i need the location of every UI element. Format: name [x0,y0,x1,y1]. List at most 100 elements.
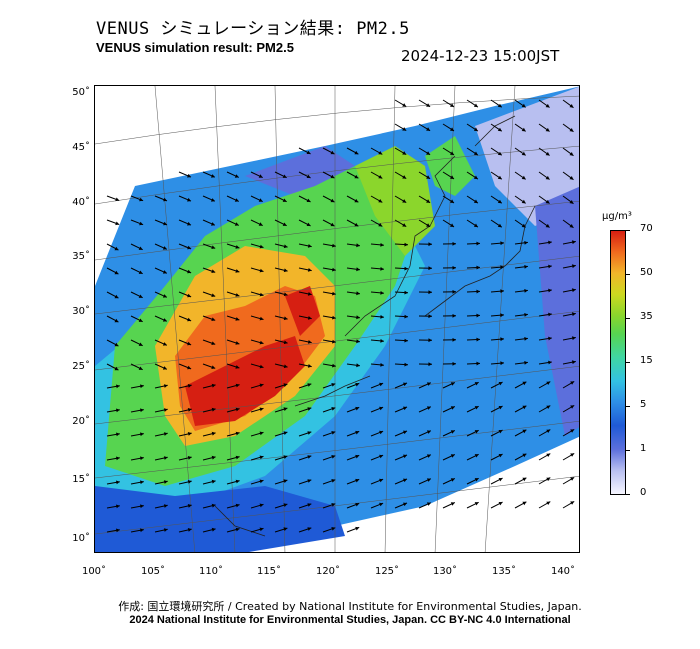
wind-arrow-head [211,269,216,273]
wind-arrow-head [307,364,312,368]
wind-arrow-head [452,362,456,366]
lat-label-40: 40˚ [72,197,90,208]
wind-arrow-head [162,270,167,274]
wind-arrow-head [521,151,526,156]
wind-arrow-head [332,291,336,296]
wind-arrow-head [545,223,550,228]
wind-arrow-head [452,242,456,246]
wind-arrow-head [569,176,574,180]
wind-arrow-head [426,502,431,506]
forecast-timestamp: 2024-12-23 15:00JST [401,47,560,65]
wind-arrow-head [235,527,240,532]
wind-arrow-head [114,318,119,323]
wind-arrow-head [380,267,384,271]
lon-label-120: 120˚ [315,566,341,577]
wind-arrow-head [282,174,287,178]
wind-arrow-head [187,341,192,346]
wind-arrow-head [307,455,312,459]
colorbar-label-50: 50 [640,267,653,278]
wind-arrow-head [378,199,383,203]
wind-arrow-head [428,314,432,319]
wind-arrow-head [571,336,576,341]
wind-arrow-head [258,222,263,226]
wind-arrow-head [116,408,120,413]
wind-arrow-head [259,364,264,369]
wind-arrow-head [380,291,384,295]
wind-arrow-head [498,406,503,410]
lon-label-130: 130˚ [432,566,458,577]
wind-arrow-head [258,198,263,202]
wind-arrow-head [114,342,119,347]
wind-arrow-head [163,197,167,202]
lat-label-10: 10˚ [72,533,90,544]
wind-arrow-head [548,264,552,269]
wind-arrow-head [380,315,384,319]
wind-arrow-head [403,454,407,459]
wind-arrow-head [403,430,407,435]
wind-arrow-head [187,317,192,322]
colorbar-label-35: 35 [640,311,653,322]
wind-arrow-head [500,313,504,318]
wind-arrow-head [498,454,503,458]
wind-arrow-head [524,313,528,317]
wind-arrow-head [500,361,504,366]
wind-arrow-head [452,290,456,294]
wind-arrow-head [187,384,192,388]
wind-arrow-head [163,528,168,532]
wind-arrow-head [307,479,312,483]
wind-arrow-head [571,288,576,293]
wind-arrow-head [402,103,407,107]
wind-arrow-head [259,455,264,460]
wind-arrow-head [187,269,192,274]
wind-arrow-head [497,199,502,204]
lat-label-45: 45˚ [72,142,90,153]
wind-arrow-head [521,127,526,132]
wind-arrow-head [331,431,336,435]
wind-arrow-head [569,224,574,228]
lon-label-115: 115˚ [256,566,282,577]
wind-arrow-head [187,432,192,436]
wind-arrow-head [235,455,240,460]
wind-arrow-head [548,240,552,245]
wind-arrow-head [332,243,336,248]
wind-arrow-head [570,501,575,505]
wind-arrow-head [402,199,407,203]
wind-arrow-head [476,289,480,294]
wind-arrow-head [162,342,167,346]
wind-arrow-head [307,316,312,320]
colorbar-label-0: 0 [640,487,647,498]
wind-arrow-head [450,430,455,434]
wind-arrow-head [500,289,504,294]
wind-arrow-head [306,150,311,154]
wind-arrow-head [476,361,480,366]
wind-arrow-head [450,406,455,410]
wind-arrow-head [355,406,360,411]
wind-arrow-head [355,430,360,435]
lon-label-105: 105˚ [140,566,166,577]
wind-arrow-head [473,223,478,228]
wind-arrow-head [235,317,240,321]
wind-arrow-head [450,103,454,107]
wind-arrow-head [474,406,479,410]
wind-arrow-head [426,103,431,107]
wind-arrow-head [307,407,312,411]
wind-arrow-head [307,383,312,387]
wind-arrow-head [307,292,312,296]
wind-arrow-head [115,221,120,226]
wind-arrow-head [498,478,503,482]
plume-north-korea [355,146,435,256]
wind-arrow-head [379,502,384,507]
wind-arrow-head [211,431,216,436]
wind-arrow-head [403,406,407,411]
wind-arrow-head [450,382,455,386]
wind-arrow-head [140,384,144,389]
wind-arrow-head [211,365,216,369]
wind-arrow-head [116,384,120,389]
wind-arrow-head [402,127,407,131]
wind-arrow-head [114,294,119,299]
wind-arrow-head [116,432,120,437]
wind-arrow-head [571,240,576,245]
wind-arrow-head [426,127,431,131]
wind-arrow-head [235,365,240,369]
wind-arrow-head [355,454,360,459]
